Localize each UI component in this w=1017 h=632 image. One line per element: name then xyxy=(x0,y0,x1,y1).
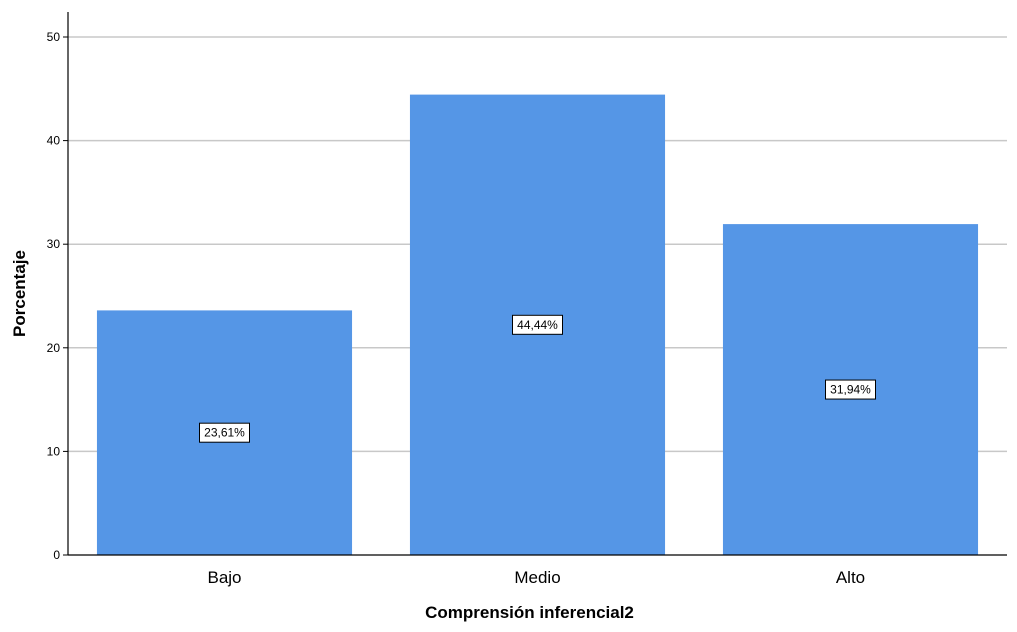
data-label-text: 23,61% xyxy=(204,426,245,440)
data-labels: 23,61% 44,44% 31,94% xyxy=(199,314,876,443)
data-label: 31,94% xyxy=(825,379,876,400)
data-label-box xyxy=(199,422,250,443)
data-label-box xyxy=(512,314,563,335)
x-tick-label: Medio xyxy=(514,568,560,587)
y-tick-label: 30 xyxy=(47,237,61,251)
axes xyxy=(67,12,1007,556)
x-axis-title: Comprensión inferencial2 xyxy=(425,603,634,622)
data-label-text: 31,94% xyxy=(830,383,871,397)
data-label: 23,61% xyxy=(199,422,250,443)
y-tick-label: 50 xyxy=(47,30,61,44)
data-label-text: 44,44% xyxy=(517,318,558,332)
y-tick-label: 20 xyxy=(47,341,61,355)
data-label-box xyxy=(825,379,876,400)
x-tick-label: Bajo xyxy=(207,568,241,587)
y-tick-label: 0 xyxy=(53,548,60,562)
x-tick-labels: Bajo Medio Alto xyxy=(207,568,865,587)
x-tick-label: Alto xyxy=(836,568,865,587)
y-tick-label: 40 xyxy=(47,134,61,148)
data-label: 44,44% xyxy=(512,314,563,335)
y-tick-labels: 0 10 20 30 40 50 xyxy=(47,30,68,562)
y-axis-title: Porcentaje xyxy=(10,250,29,337)
y-tick-label: 10 xyxy=(47,444,61,458)
